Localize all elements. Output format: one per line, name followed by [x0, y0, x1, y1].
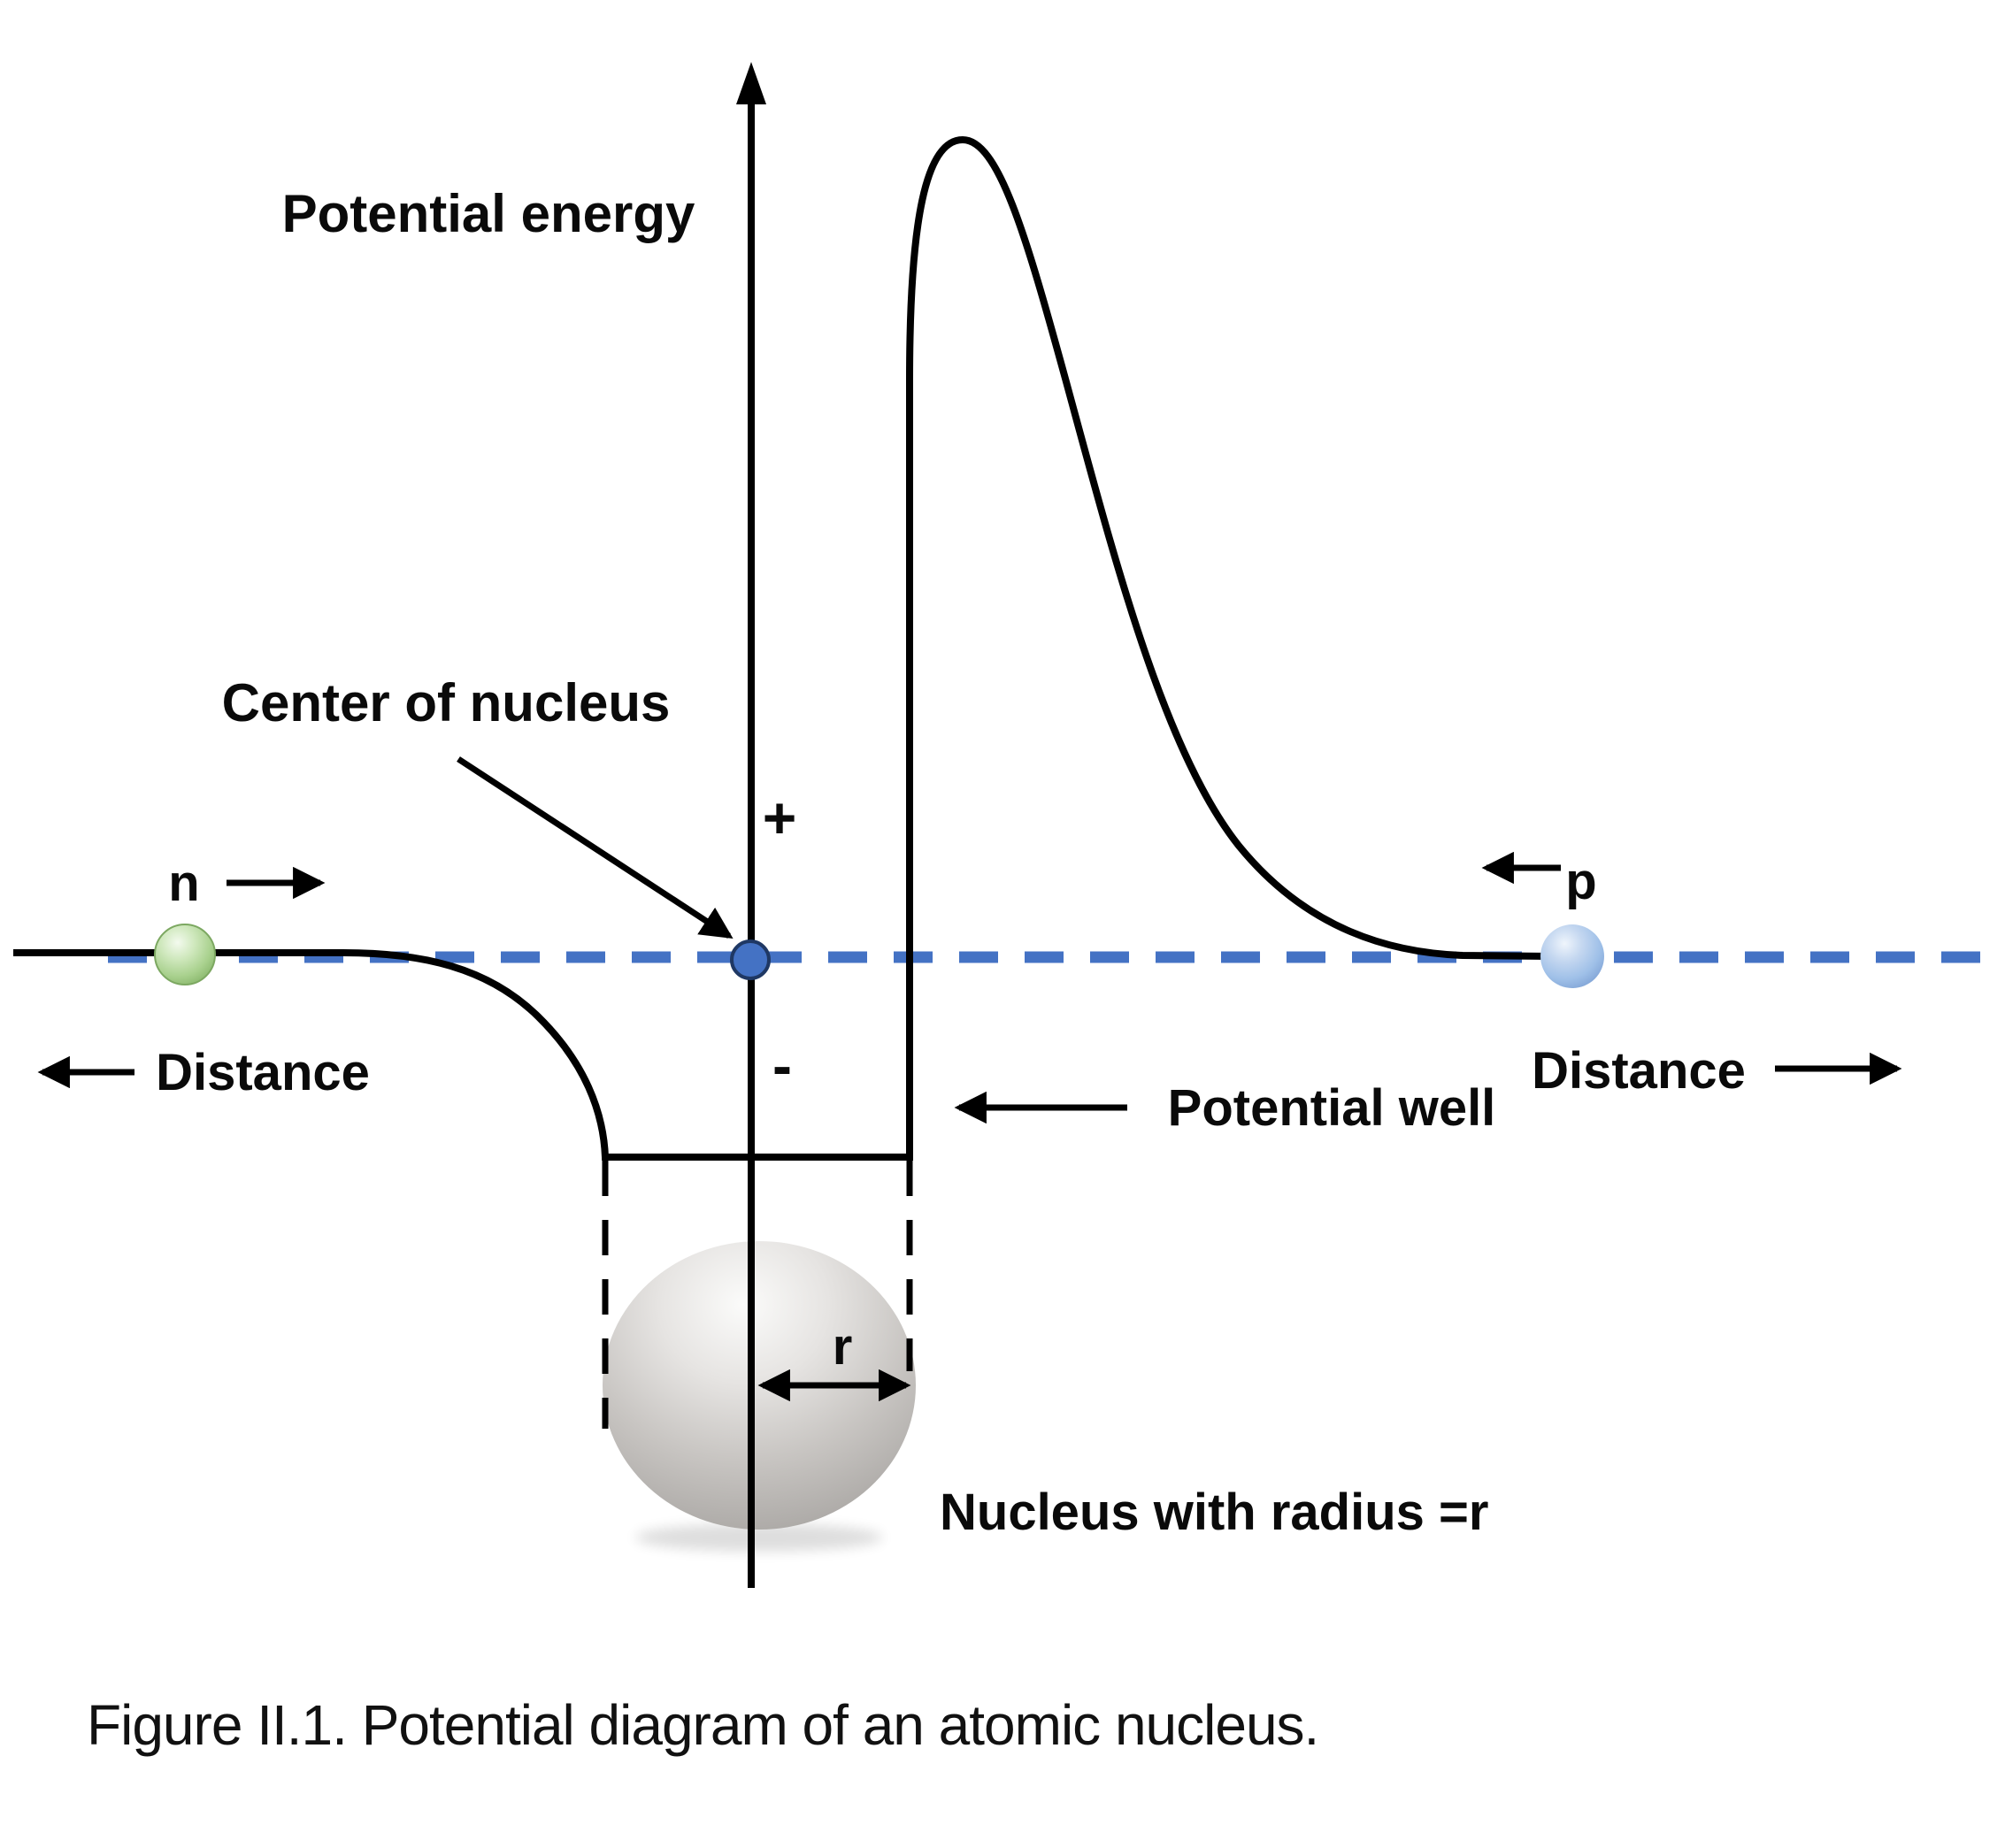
y-axis-arrowhead-icon: [736, 62, 766, 104]
nucleus-radius-label: Nucleus with radius =r: [940, 1484, 1488, 1541]
minus-sign-label: -: [772, 1032, 792, 1098]
radius-label: r: [833, 1318, 853, 1376]
proton-label: p: [1565, 853, 1596, 910]
distance-right-label: Distance: [1532, 1042, 1746, 1100]
potential-energy-label: Potential energy: [282, 184, 695, 243]
proton-ball: [1540, 924, 1604, 988]
potential-well-label: Potential well: [1168, 1079, 1496, 1137]
nucleus-center-dot: [730, 939, 771, 980]
plus-sign-label: +: [763, 785, 797, 850]
nucleus-sphere-shadow: [635, 1523, 883, 1552]
potential-energy-curve: [13, 135, 1551, 1161]
distance-left-label: Distance: [156, 1044, 370, 1101]
neutron-ball: [154, 924, 216, 985]
neutron-label: n: [168, 855, 199, 912]
center-of-nucleus-label: Center of nucleus: [222, 673, 671, 732]
center-of-nucleus-arrow: [457, 756, 734, 939]
figure-caption: Figure II.1. Potential diagram of an ato…: [87, 1693, 1318, 1757]
